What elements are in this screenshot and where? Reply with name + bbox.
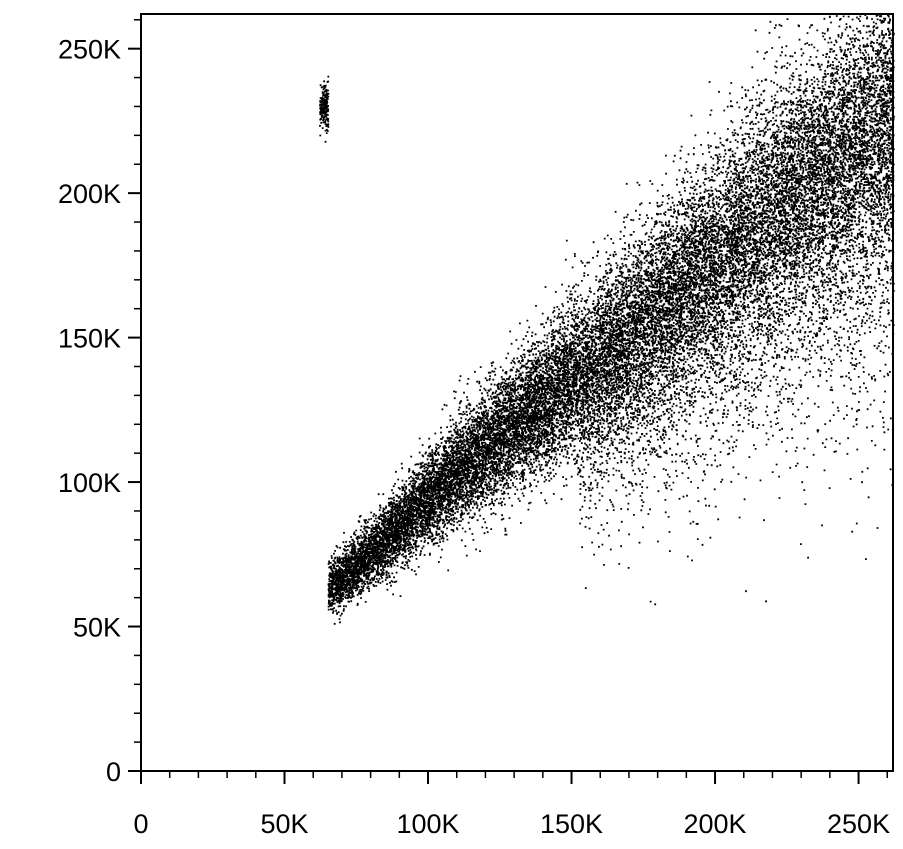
data-points xyxy=(319,14,895,625)
plot-frame xyxy=(140,13,894,772)
y-tick-label: 150K xyxy=(58,324,121,354)
x-tick-label: 250K xyxy=(827,809,890,839)
y-tick-label: 250K xyxy=(58,35,121,65)
x-tick-label: 200K xyxy=(684,809,747,839)
y-tick-label: 50K xyxy=(73,613,121,643)
x-tick-label: 0 xyxy=(133,809,148,839)
x-tick-label: 150K xyxy=(540,809,603,839)
x-tick-label: 100K xyxy=(396,809,459,839)
y-tick-label: 100K xyxy=(58,468,121,498)
y-tick-label: 200K xyxy=(58,179,121,209)
x-tick-label: 50K xyxy=(260,809,308,839)
y-tick-label: 0 xyxy=(106,757,121,787)
y-axis: 0 50K 100K 150K 200K 250K xyxy=(58,19,141,787)
points-layer xyxy=(319,14,895,625)
x-axis: 0 50K 100K 150K 200K 250K xyxy=(133,771,890,839)
